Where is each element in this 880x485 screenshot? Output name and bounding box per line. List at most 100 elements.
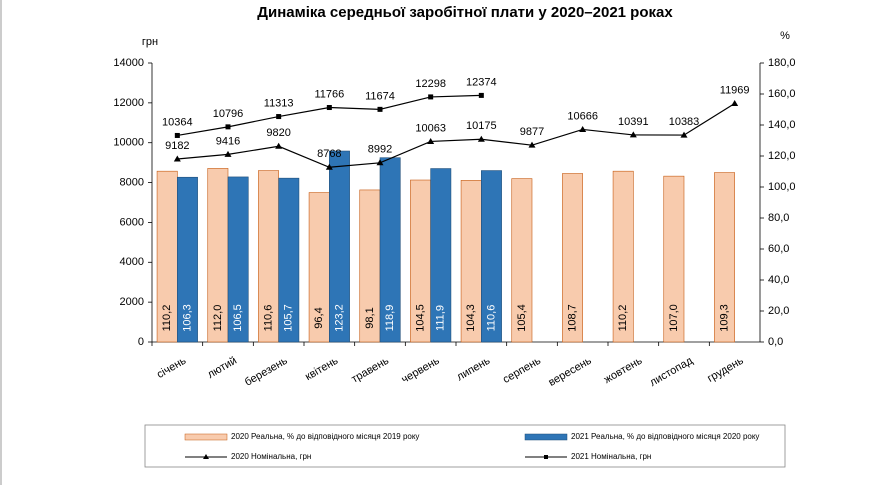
bar	[714, 172, 735, 343]
line-value-label: 11674	[365, 90, 395, 102]
bar	[227, 176, 249, 343]
bar-value-label: 111,9	[435, 305, 447, 331]
legend-label: 2021 Реальна, % до відповідного місяця 2…	[571, 432, 759, 441]
bar	[430, 168, 452, 343]
bar	[278, 177, 300, 343]
bar	[329, 150, 350, 343]
bar-value-label: 98,1	[364, 307, 376, 328]
line-marker	[528, 141, 536, 148]
y-tick-label: 12000	[113, 97, 144, 109]
bar-value-label: 112,0	[212, 305, 224, 332]
line-value-label: 9877	[520, 126, 544, 138]
line-value-label: 11313	[264, 97, 294, 109]
bar	[663, 175, 685, 343]
line-value-label: 12374	[466, 76, 497, 88]
line-marker	[629, 131, 637, 138]
line-value-label: 10383	[669, 116, 700, 128]
bar	[562, 173, 583, 343]
bar	[177, 176, 198, 343]
bar-value-label: 108,7	[566, 304, 578, 332]
y-tick-label: 4000	[120, 256, 144, 268]
line-marker	[427, 137, 435, 144]
legend-swatch	[524, 433, 568, 441]
line-value-label: 10175	[466, 120, 497, 132]
chart-title: Динаміка середньої заробітної плати у 20…	[257, 4, 673, 21]
bar-value-label: 104,3	[465, 304, 477, 332]
bar-value-label: 106,5	[232, 304, 244, 332]
line-marker	[731, 99, 739, 106]
line-value-label: 10796	[213, 108, 244, 120]
y2-tick-label: 100,0	[768, 181, 796, 193]
line-marker	[275, 142, 283, 149]
bar-value-label: 107,0	[668, 304, 680, 332]
y2-tick-label: 120,0	[768, 150, 796, 162]
y2-tick-label: 40,0	[768, 274, 789, 286]
line-marker	[174, 132, 180, 138]
line-marker	[477, 135, 485, 142]
y-tick-label: 8000	[120, 176, 144, 188]
line	[177, 102, 735, 168]
y-tick-label: 14000	[113, 57, 144, 69]
bar	[511, 178, 533, 343]
line-value-label: 10391	[618, 116, 649, 128]
line-value-label: 9820	[266, 127, 290, 139]
bar-value-label: 96,4	[313, 307, 325, 328]
y-tick-label: 0	[138, 336, 144, 348]
bar-value-label: 110,2	[617, 305, 629, 332]
y2-tick-label: 160,0	[768, 88, 796, 100]
y-tick-label: 10000	[113, 137, 144, 149]
legend-marker	[544, 455, 548, 459]
bar-value-label: 105,4	[516, 304, 528, 332]
y-axis-label: грн	[142, 36, 158, 48]
bar-value-label: 110,6	[485, 305, 497, 332]
legend-label: 2020 Номінальна, грн	[231, 452, 311, 461]
bar	[379, 157, 401, 343]
y2-tick-label: 80,0	[768, 212, 789, 224]
legend-box	[144, 424, 786, 468]
bar-value-label: 118,9	[384, 305, 396, 332]
bar-value-label: 106,3	[181, 304, 193, 332]
line-value-label: 9416	[216, 135, 240, 147]
line-marker	[173, 155, 181, 162]
bar-value-label: 104,5	[414, 304, 426, 332]
y-tick-label: 2000	[120, 296, 144, 308]
y2-tick-label: 0,0	[768, 336, 783, 348]
bar-value-label: 110,6	[262, 305, 274, 332]
line-value-label: 8992	[368, 144, 392, 156]
line-value-label: 12298	[415, 78, 446, 90]
line-value-label: 9182	[165, 140, 189, 152]
y2-tick-label: 140,0	[768, 119, 796, 131]
line-marker	[377, 106, 383, 112]
legend-label: 2020 Реальна, % до відповідного місяця 2…	[231, 432, 419, 441]
line-marker	[579, 125, 587, 132]
line-value-label: 10364	[162, 116, 193, 128]
line-marker	[326, 105, 332, 111]
y2-tick-label: 60,0	[768, 243, 789, 255]
line-value-label: 8768	[317, 148, 341, 160]
y2-axis-label: %	[780, 30, 790, 42]
line-value-label: 11766	[314, 88, 344, 100]
line-marker	[276, 114, 282, 120]
y2-tick-label: 20,0	[768, 305, 789, 317]
bar-value-label: 110,2	[161, 305, 173, 332]
line-marker	[325, 163, 333, 170]
line-marker	[478, 92, 484, 98]
y-tick-label: 6000	[120, 216, 144, 228]
bar-value-label: 123,2	[333, 304, 345, 332]
legend-label: 2021 Номінальна, грн	[571, 452, 651, 461]
line-marker	[224, 150, 232, 157]
line-marker	[428, 94, 434, 100]
bar-value-label: 105,7	[283, 304, 295, 332]
bar	[612, 170, 634, 343]
legend-marker	[203, 454, 209, 459]
line-marker	[680, 131, 688, 138]
y2-tick-label: 180,0	[768, 57, 796, 69]
bar-value-label: 109,3	[718, 304, 730, 332]
bar	[481, 170, 502, 343]
line-marker	[225, 124, 231, 130]
line-value-label: 10063	[415, 122, 446, 134]
line-value-label: 11969	[720, 84, 750, 96]
line-marker	[376, 159, 384, 166]
line-value-label: 10666	[567, 110, 598, 122]
